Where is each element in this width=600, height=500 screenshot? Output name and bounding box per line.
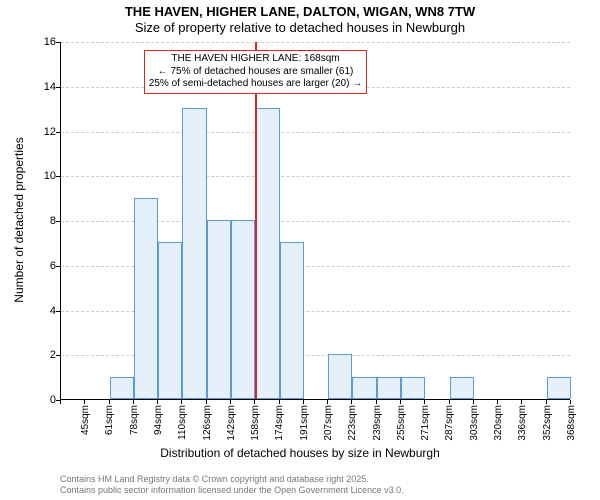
x-tick-mark bbox=[546, 400, 547, 404]
x-tick-mark bbox=[327, 400, 328, 404]
gridline-h bbox=[61, 42, 570, 43]
x-tick-mark bbox=[230, 400, 231, 404]
histogram-bar bbox=[231, 220, 255, 399]
x-tick-label: 287sqm bbox=[444, 405, 455, 445]
x-tick-mark bbox=[279, 400, 280, 404]
title-line-1: THE HAVEN, HIGHER LANE, DALTON, WIGAN, W… bbox=[0, 4, 600, 19]
histogram-bar bbox=[280, 242, 304, 399]
x-tick-mark bbox=[449, 400, 450, 404]
x-tick-label: 158sqm bbox=[250, 405, 261, 445]
x-tick-mark bbox=[109, 400, 110, 404]
annotation-line: THE HAVEN HIGHER LANE: 168sqm bbox=[149, 53, 362, 66]
x-tick-label: 271sqm bbox=[420, 405, 431, 445]
y-tick-label: 12 bbox=[42, 126, 56, 138]
x-tick-label: 45sqm bbox=[80, 405, 91, 445]
x-tick-label: 142sqm bbox=[226, 405, 237, 445]
annotation-line: ← 75% of detached houses are smaller (61… bbox=[149, 66, 362, 79]
annotation-line: 25% of semi-detached houses are larger (… bbox=[149, 78, 362, 91]
x-tick-label: 174sqm bbox=[274, 405, 285, 445]
x-axis-label: Distribution of detached houses by size … bbox=[0, 446, 600, 460]
x-tick-mark bbox=[133, 400, 134, 404]
plot-area: THE HAVEN HIGHER LANE: 168sqm← 75% of de… bbox=[60, 42, 570, 400]
y-tick-label: 0 bbox=[42, 394, 56, 406]
y-tick-label: 8 bbox=[42, 215, 56, 227]
x-tick-label: 320sqm bbox=[493, 405, 504, 445]
y-tick-label: 2 bbox=[42, 349, 56, 361]
histogram-bar bbox=[352, 377, 376, 399]
x-tick-label: 94sqm bbox=[153, 405, 164, 445]
x-tick-mark bbox=[181, 400, 182, 404]
x-tick-label: 61sqm bbox=[104, 405, 115, 445]
histogram-bar bbox=[450, 377, 474, 399]
chart-container: THE HAVEN, HIGHER LANE, DALTON, WIGAN, W… bbox=[0, 0, 600, 500]
y-axis-label: Number of detached properties bbox=[12, 137, 26, 302]
x-tick-label: 207sqm bbox=[323, 405, 334, 445]
x-tick-mark bbox=[60, 400, 61, 404]
histogram-bar bbox=[110, 377, 134, 399]
x-tick-mark bbox=[521, 400, 522, 404]
histogram-bar bbox=[134, 198, 158, 399]
gridline-h bbox=[61, 132, 570, 133]
x-tick-label: 368sqm bbox=[566, 405, 577, 445]
chart-title: THE HAVEN, HIGHER LANE, DALTON, WIGAN, W… bbox=[0, 4, 600, 35]
x-tick-mark bbox=[351, 400, 352, 404]
y-tick-label: 10 bbox=[42, 170, 56, 182]
x-tick-label: 78sqm bbox=[129, 405, 140, 445]
x-tick-mark bbox=[473, 400, 474, 404]
x-tick-label: 191sqm bbox=[299, 405, 310, 445]
histogram-bar bbox=[377, 377, 401, 399]
attribution-line-1: Contains HM Land Registry data © Crown c… bbox=[60, 474, 404, 485]
histogram-bar bbox=[158, 242, 182, 399]
x-tick-mark bbox=[497, 400, 498, 404]
x-tick-mark bbox=[570, 400, 571, 404]
x-tick-mark bbox=[400, 400, 401, 404]
x-tick-label: 255sqm bbox=[396, 405, 407, 445]
x-tick-label: 110sqm bbox=[177, 405, 188, 445]
x-tick-mark bbox=[206, 400, 207, 404]
x-tick-label: 336sqm bbox=[517, 405, 528, 445]
histogram-bar bbox=[255, 108, 279, 399]
x-tick-label: 126sqm bbox=[202, 405, 213, 445]
y-tick-label: 4 bbox=[42, 305, 56, 317]
x-tick-mark bbox=[376, 400, 377, 404]
x-tick-label: 223sqm bbox=[347, 405, 358, 445]
x-tick-mark bbox=[254, 400, 255, 404]
marker-line bbox=[255, 42, 257, 399]
attribution: Contains HM Land Registry data © Crown c… bbox=[60, 474, 404, 496]
x-tick-label: 239sqm bbox=[372, 405, 383, 445]
histogram-bar bbox=[547, 377, 571, 399]
y-tick-label: 16 bbox=[42, 36, 56, 48]
x-tick-label: 303sqm bbox=[469, 405, 480, 445]
x-tick-mark bbox=[303, 400, 304, 404]
x-tick-mark bbox=[424, 400, 425, 404]
histogram-bar bbox=[182, 108, 206, 399]
gridline-h bbox=[61, 176, 570, 177]
histogram-bar bbox=[207, 220, 231, 399]
attribution-line-2: Contains public sector information licen… bbox=[60, 485, 404, 496]
title-line-2: Size of property relative to detached ho… bbox=[0, 20, 600, 35]
x-tick-mark bbox=[84, 400, 85, 404]
annotation-box: THE HAVEN HIGHER LANE: 168sqm← 75% of de… bbox=[144, 50, 367, 94]
y-tick-label: 14 bbox=[42, 81, 56, 93]
x-tick-mark bbox=[157, 400, 158, 404]
histogram-bar bbox=[401, 377, 425, 399]
x-tick-label: 352sqm bbox=[542, 405, 553, 445]
histogram-bar bbox=[328, 354, 352, 399]
y-tick-label: 6 bbox=[42, 260, 56, 272]
